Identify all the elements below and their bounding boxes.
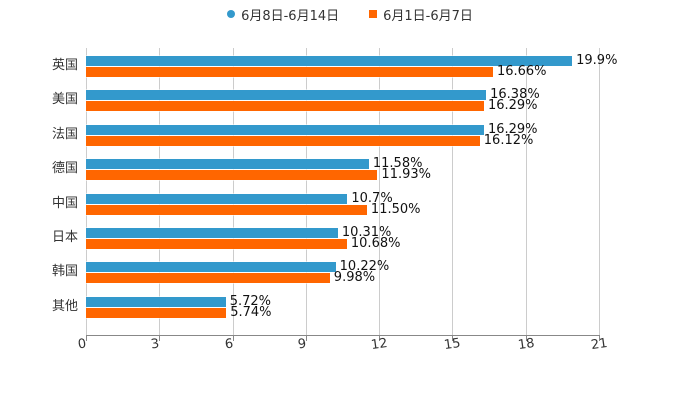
category-label: 英国 (51, 58, 78, 73)
value-label: 19.9% (576, 53, 618, 68)
value-label: 11.93% (381, 167, 431, 183)
category-label: 中国 (51, 195, 78, 211)
gridline (599, 48, 600, 335)
category-label: 其他 (51, 298, 78, 314)
category-label: 日本 (51, 230, 78, 245)
axis-tick (86, 335, 87, 341)
bar-series-2[interactable] (86, 135, 480, 146)
legend-square-icon (369, 10, 378, 18)
axis-tick (525, 335, 527, 341)
value-label: 10.68% (350, 236, 401, 251)
category-label: 法国 (51, 126, 78, 142)
x-tick-label: 12 (370, 335, 389, 354)
legend-circle-icon (227, 10, 236, 18)
bar-series-1[interactable] (86, 56, 573, 66)
bar-series-1[interactable] (86, 262, 336, 273)
legend-item-series-1[interactable]: 6月8日-6月14日 (227, 4, 339, 24)
bar-series-2[interactable] (86, 101, 484, 112)
legend-label: 6月1日-6月7日 (383, 8, 473, 24)
value-label: 10.31% (341, 225, 392, 240)
gridline (305, 48, 307, 335)
chart-legend: 6月8日-6月14日 6月1日-6月7日 (0, 4, 700, 24)
value-label: 16.66% (496, 64, 547, 79)
value-label: 16.29% (487, 98, 538, 114)
bar-series-2[interactable] (86, 239, 347, 249)
value-label: 9.98% (333, 270, 376, 286)
value-label: 5.74% (230, 304, 272, 320)
gridline (452, 48, 454, 335)
value-label: 16.12% (483, 132, 534, 148)
category-label: 美国 (51, 92, 78, 108)
bar-series-2[interactable] (86, 273, 330, 284)
bar-series-1[interactable] (86, 90, 487, 101)
x-tick-label: 6 (223, 336, 234, 353)
axis-tick (305, 335, 307, 341)
axis-tick (159, 335, 161, 341)
gridline (232, 48, 234, 335)
x-tick-label: 15 (443, 335, 462, 354)
x-tick-label: 21 (590, 335, 609, 354)
gridline (525, 48, 527, 335)
x-axis-line (86, 335, 599, 336)
bar-series-1[interactable] (86, 296, 226, 307)
x-tick-label: 18 (516, 335, 536, 354)
bar-series-1[interactable] (86, 124, 484, 135)
category-label: 韩国 (51, 264, 78, 280)
legend-label: 6月8日-6月14日 (241, 8, 340, 24)
value-label: 5.72% (229, 293, 272, 309)
category-label: 德国 (51, 161, 78, 177)
value-label: 10.22% (339, 259, 390, 275)
gridline (379, 48, 381, 335)
bar-series-2[interactable] (86, 204, 367, 215)
gridline (86, 48, 87, 335)
axis-tick (232, 335, 234, 341)
gridline (159, 48, 161, 335)
axis-tick (452, 335, 454, 341)
bar-series-1[interactable] (86, 228, 338, 238)
bar-series-1[interactable] (86, 159, 369, 170)
value-label: 16.29% (487, 121, 538, 137)
value-label: 11.50% (370, 201, 421, 217)
x-tick-label: 9 (296, 336, 308, 353)
bar-series-2[interactable] (86, 170, 378, 181)
bar-series-2[interactable] (86, 67, 493, 77)
value-label: 10.7% (351, 190, 393, 206)
legend-item-series-2[interactable]: 6月1日-6月7日 (369, 4, 473, 24)
value-label: 16.38% (490, 87, 540, 103)
bar-series-2[interactable] (86, 307, 227, 318)
axis-tick (599, 335, 600, 341)
value-label: 11.58% (372, 156, 423, 172)
bar-series-1[interactable] (86, 193, 348, 204)
axis-tick (379, 335, 381, 341)
